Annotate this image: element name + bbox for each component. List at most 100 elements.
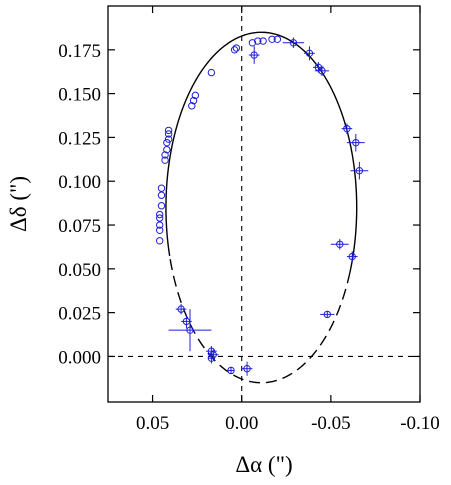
point-marker — [207, 68, 216, 77]
data-point — [191, 91, 200, 100]
point-marker — [156, 221, 164, 229]
point-marker — [318, 67, 326, 75]
data-point — [330, 239, 349, 250]
data-point — [268, 35, 276, 43]
point-marker — [232, 44, 241, 52]
point-marker — [336, 240, 344, 249]
data-point — [273, 35, 282, 43]
point-marker — [227, 366, 235, 375]
point-marker — [273, 35, 282, 43]
point-marker — [268, 35, 276, 43]
data-point — [346, 251, 358, 262]
point-marker — [259, 37, 267, 45]
data-point — [163, 145, 171, 154]
data-point — [168, 309, 212, 352]
data-point — [189, 96, 198, 105]
data-point — [156, 237, 164, 245]
y-tick-label: 0.150 — [58, 85, 101, 106]
point-marker — [230, 46, 239, 54]
point-marker — [305, 49, 314, 58]
data-point — [282, 37, 305, 49]
point-marker — [164, 135, 173, 143]
data-point — [188, 102, 196, 110]
data-point — [314, 65, 330, 77]
y-axis-label: Δδ (") — [6, 176, 31, 232]
y-tick-label: 0.025 — [58, 304, 101, 325]
data-point — [259, 37, 267, 45]
y-tick-label: 0.100 — [58, 172, 101, 193]
data-point — [341, 123, 353, 134]
data-point — [241, 361, 253, 376]
data-point — [304, 46, 315, 61]
data-point — [161, 156, 169, 164]
point-marker — [352, 138, 360, 147]
data-point — [157, 184, 166, 192]
point-marker — [157, 184, 166, 192]
point-marker — [248, 39, 257, 47]
y-axis-ticks: 0.000 0.025 0.050 0.075 0.100 0.125 0.150 0.175 — [58, 41, 420, 368]
data-point — [248, 39, 257, 47]
data-point — [164, 135, 173, 143]
point-marker — [161, 156, 169, 164]
x-tick-label: 0.05 — [136, 413, 169, 434]
point-marker — [323, 310, 331, 319]
point-marker — [163, 138, 171, 147]
data-point — [346, 133, 365, 152]
data-point — [156, 221, 164, 229]
data-points — [156, 35, 369, 376]
x-tick-label: 0.00 — [225, 413, 258, 434]
x-tick-label: -0.05 — [311, 413, 351, 434]
point-marker — [254, 37, 262, 45]
point-marker — [156, 226, 164, 234]
point-marker — [250, 51, 258, 59]
point-marker — [161, 151, 169, 159]
orbit-solid-arc — [165, 31, 358, 273]
x-axis-label: Δα (") — [235, 452, 292, 477]
data-point — [227, 366, 235, 375]
point-marker — [156, 210, 164, 219]
x-axis-ticks: 0.05 0.00 -0.05 -0.10 — [136, 6, 440, 434]
point-marker — [186, 326, 194, 334]
data-point — [232, 44, 241, 52]
orbit-ellipse — [165, 31, 358, 384]
y-tick-label: 0.075 — [58, 216, 101, 237]
point-marker — [189, 96, 198, 105]
plot-frame — [107, 5, 421, 403]
data-point — [230, 46, 239, 54]
point-marker — [163, 145, 171, 154]
y-tick-label: 0.000 — [58, 347, 101, 368]
y-tick-label: 0.175 — [58, 41, 101, 62]
orbit-dashed-arc — [168, 255, 351, 384]
point-marker — [157, 202, 166, 210]
data-point — [164, 126, 173, 135]
data-point — [320, 310, 335, 319]
y-tick-label: 0.050 — [58, 260, 101, 281]
data-point — [254, 37, 262, 45]
point-marker — [188, 102, 196, 110]
x-tick-label: -0.10 — [400, 413, 440, 434]
data-point — [207, 352, 216, 364]
data-point — [164, 130, 173, 138]
data-point — [350, 161, 369, 180]
point-marker — [164, 130, 173, 138]
data-point — [156, 214, 164, 222]
point-marker — [191, 91, 200, 100]
y-tick-label: 0.125 — [58, 128, 101, 149]
point-marker — [343, 124, 351, 133]
data-point — [248, 46, 260, 64]
point-marker — [207, 354, 216, 362]
point-marker — [355, 167, 364, 175]
point-marker — [348, 252, 356, 261]
data-point — [207, 68, 216, 77]
point-marker — [157, 191, 166, 199]
data-point — [157, 202, 166, 210]
data-point — [163, 138, 171, 147]
data-point — [175, 303, 187, 315]
point-marker — [177, 305, 185, 313]
point-marker — [164, 126, 173, 135]
data-point — [156, 226, 164, 234]
point-marker — [289, 39, 298, 47]
data-point — [157, 191, 166, 199]
data-point — [161, 151, 169, 159]
